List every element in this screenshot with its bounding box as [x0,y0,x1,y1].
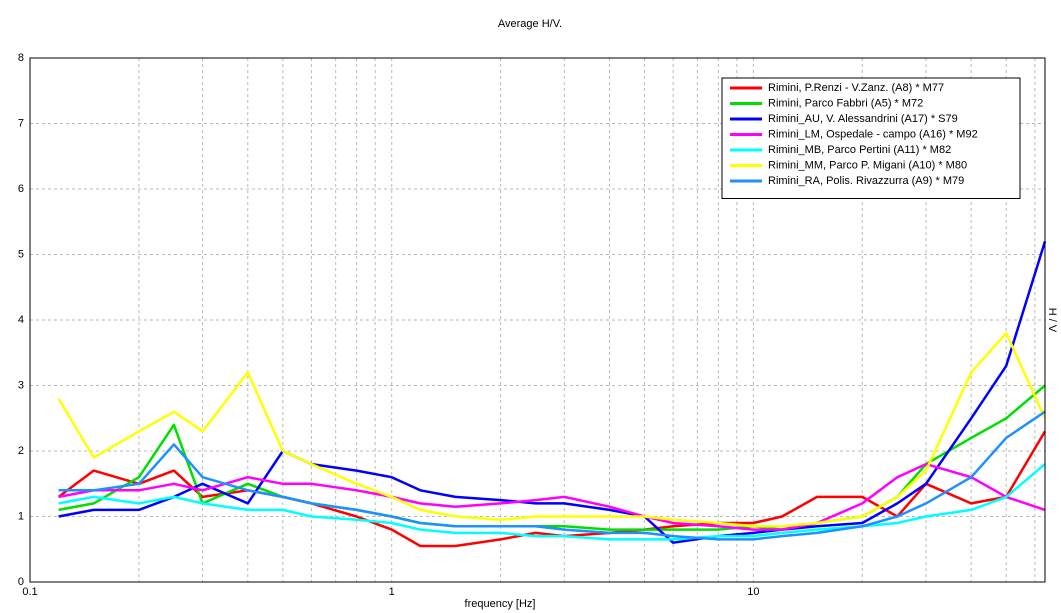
y-tick-label: 3 [18,379,24,391]
series-line [58,241,1047,544]
legend-label: Rimini, P.Renzi - V.Zanz. (A8) * M77 [768,82,944,94]
series-line [58,410,1046,541]
legend-label: Rimini_MM, Parco P. Migani (A10) * M80 [768,159,967,171]
legend-label: Rimini_RA, Polis. Rivazzurra (A9) * M79 [768,175,964,187]
chart-title: Average H/V. [498,18,562,30]
x-tick-label: 10 [747,586,759,598]
legend-box [721,77,1021,199]
series-line [57,331,1047,528]
y-tick-label: 0 [18,576,24,588]
legend-label: Rimini_LM, Ospedale - campo (A16) * M92 [768,128,978,140]
y-tick-label: 4 [18,314,24,326]
plot-frame [29,57,1046,583]
y-tick-label: 1 [18,510,24,522]
x-axis-label: frequency [Hz] [465,598,536,610]
y-axis-label: H / V [1046,308,1058,333]
y-tick-label: 7 [18,117,24,129]
x-tick-label: 0.1 [22,586,37,598]
y-tick-label: 8 [18,52,24,64]
y-tick-label: 5 [18,248,24,260]
legend-label: Rimini_AU, V. Alessandrini (A17) * S79 [768,113,958,125]
legend-label: Rimini_MB, Parco Pertini (A11) * M82 [768,144,951,156]
x-tick-label: 1 [389,586,395,598]
y-tick-label: 6 [18,183,24,195]
legend-label: Rimini, Parco Fabbri (A5) * M72 [768,97,923,109]
series-line [58,463,1046,541]
y-tick-label: 2 [18,445,24,457]
